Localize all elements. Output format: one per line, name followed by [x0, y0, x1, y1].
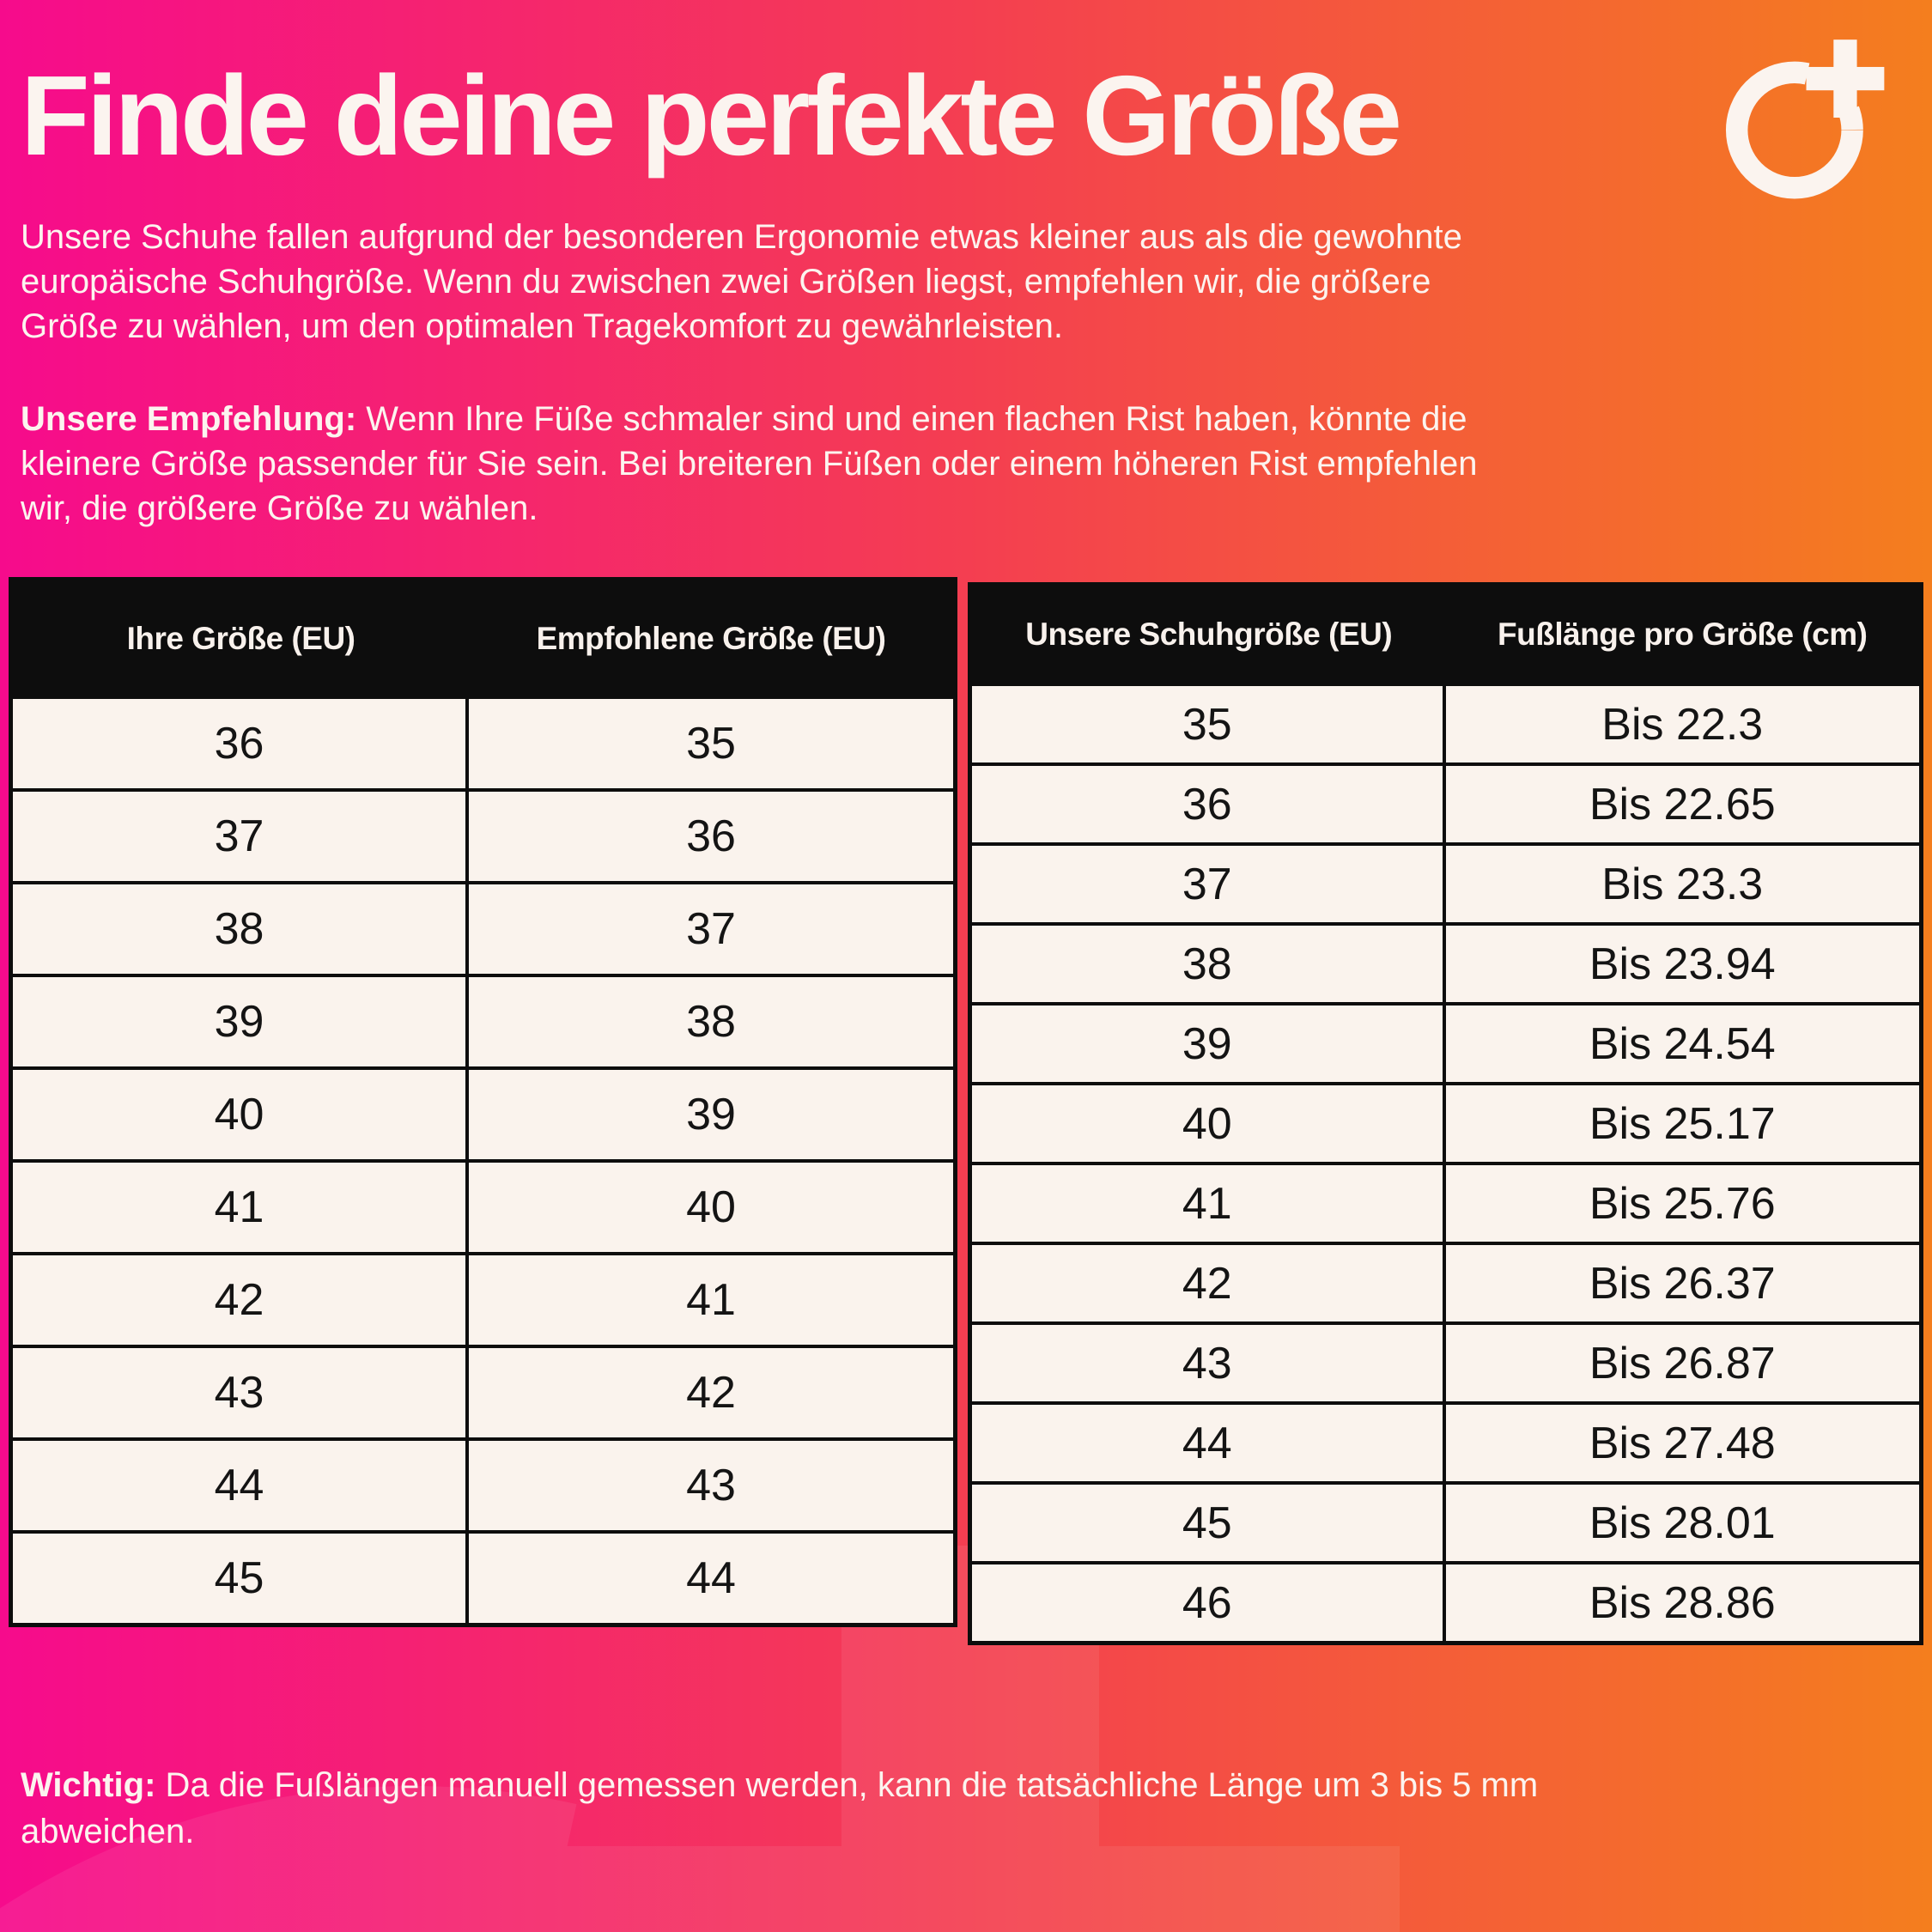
intro-paragraph: Unsere Schuhe fallen aufgrund der besond…: [21, 215, 1462, 349]
o-plus-logo-icon: [1725, 39, 1885, 199]
table-row: 45 Bis 28.01: [972, 1481, 1919, 1561]
table-cell: 42: [13, 1255, 470, 1345]
table-cell: 41: [972, 1165, 1446, 1242]
table-cell: Bis 25.76: [1589, 1178, 1776, 1229]
table-row: 39 38: [13, 974, 953, 1066]
table-cell: 43: [972, 1325, 1446, 1401]
table-cell: 36: [686, 811, 736, 861]
table-cell: Bis 26.37: [1589, 1258, 1776, 1309]
table-row: 46 Bis 28.86: [972, 1561, 1919, 1641]
table-cell: 42: [686, 1368, 736, 1418]
table-cell: 38: [972, 926, 1446, 1002]
table-row: 44 Bis 27.48: [972, 1401, 1919, 1481]
table-cell: Bis 23.3: [1601, 859, 1764, 909]
table-row: 36 Bis 22.65: [972, 762, 1919, 842]
table-cell: 45: [13, 1534, 470, 1623]
table-row: 43 42: [13, 1345, 953, 1437]
recommendation-paragraph: Unsere Empfehlung: Wenn Ihre Füße schmal…: [21, 397, 1477, 531]
recommendation-line: kleinere Größe passender für Sie sein. B…: [21, 445, 1478, 483]
table-cell: 44: [686, 1553, 736, 1603]
table-row: 40 39: [13, 1066, 953, 1159]
recommendation-label: Unsere Empfehlung:: [21, 400, 357, 438]
table-cell: 37: [13, 792, 470, 881]
table-cell: Bis 22.3: [1601, 699, 1764, 750]
table-row: 35 Bis 22.3: [972, 683, 1919, 762]
recommendation-line: wir, die größere Größe zu wählen.: [21, 489, 538, 527]
intro-line: europäische Schuhgröße. Wenn du zwischen…: [21, 263, 1431, 301]
table-cell: Bis 24.54: [1589, 1018, 1776, 1069]
column-header: Fußlänge pro Größe (cm): [1498, 617, 1868, 652]
recommendation-line: Unsere Empfehlung: Wenn Ihre Füße schmal…: [21, 397, 1477, 441]
table-row: 45 44: [13, 1530, 953, 1623]
table-header-row: Unsere Schuhgröße (EU) Fußlänge pro Größ…: [972, 586, 1919, 683]
table-cell: 38: [13, 884, 470, 974]
table-cell: 35: [686, 719, 736, 769]
size-tables: Ihre Größe (EU) Empfohlene Größe (EU) 36…: [9, 577, 1923, 1645]
table-cell: 45: [972, 1485, 1446, 1561]
table-cell: Bis 25.17: [1589, 1098, 1776, 1149]
column-header: Ihre Größe (EU): [126, 620, 355, 656]
table-row: 41 40: [13, 1159, 953, 1252]
table-cell: 39: [13, 977, 470, 1066]
table-cell: Bis 23.94: [1589, 939, 1776, 989]
table-cell: 44: [13, 1441, 470, 1530]
table-cell: 41: [686, 1275, 736, 1325]
note-line: abweichen.: [21, 1813, 195, 1850]
table-cell: 35: [972, 686, 1446, 762]
intro-line: Unsere Schuhe fallen aufgrund der besond…: [21, 218, 1462, 256]
table-cell: Bis 26.87: [1589, 1338, 1776, 1388]
table-cell: 40: [972, 1085, 1446, 1162]
table-cell: 40: [13, 1070, 470, 1159]
table-row: 43 Bis 26.87: [972, 1321, 1919, 1401]
table-cell: Bis 27.48: [1589, 1418, 1776, 1468]
note-line: Wichtig: Da die Fußlängen manuell gemess…: [21, 1762, 1538, 1808]
column-header: Unsere Schuhgröße (EU): [1025, 617, 1393, 652]
table-cell: 36: [972, 766, 1446, 842]
note-text: Da die Fußlängen manuell gemessen werden…: [155, 1766, 1539, 1804]
foot-length-table: Unsere Schuhgröße (EU) Fußlänge pro Größ…: [968, 582, 1923, 1645]
table-cell: 39: [972, 1005, 1446, 1082]
note-label: Wichtig:: [21, 1766, 156, 1804]
intro-line: Größe zu wählen, um den optimalen Tragek…: [21, 307, 1063, 345]
table-cell: Bis 28.01: [1589, 1498, 1776, 1548]
table-cell: 36: [13, 699, 470, 788]
table-row: 40 Bis 25.17: [972, 1082, 1919, 1162]
table-cell: Bis 22.65: [1589, 779, 1776, 829]
table-row: 37 Bis 23.3: [972, 842, 1919, 922]
page-title: Finde deine perfekte Größe: [21, 52, 1402, 179]
table-cell: Bis 28.86: [1589, 1577, 1776, 1628]
table-cell: 40: [686, 1182, 736, 1232]
table-row: 37 36: [13, 788, 953, 881]
table-cell: 41: [13, 1163, 470, 1252]
important-note: Wichtig: Da die Fußlängen manuell gemess…: [21, 1762, 1538, 1855]
table-row: 42 Bis 26.37: [972, 1242, 1919, 1321]
table-row: 38 37: [13, 881, 953, 974]
column-header: Empfohlene Größe (EU): [536, 620, 886, 656]
recommendation-text: Wenn Ihre Füße schmaler sind und einen f…: [356, 400, 1467, 438]
table-row: 36 35: [13, 696, 953, 788]
table-cell: 37: [686, 904, 736, 954]
table-cell: 39: [686, 1090, 736, 1139]
table-header-row: Ihre Größe (EU) Empfohlene Größe (EU): [13, 581, 953, 696]
table-row: 44 43: [13, 1437, 953, 1530]
table-cell: 37: [972, 846, 1446, 922]
table-cell: 43: [13, 1348, 470, 1437]
table-cell: 38: [686, 997, 736, 1047]
table-row: 38 Bis 23.94: [972, 922, 1919, 1002]
table-cell: 43: [686, 1461, 736, 1510]
table-cell: 46: [972, 1564, 1446, 1641]
size-conversion-table: Ihre Größe (EU) Empfohlene Größe (EU) 36…: [9, 577, 957, 1627]
table-cell: 42: [972, 1245, 1446, 1321]
table-row: 39 Bis 24.54: [972, 1002, 1919, 1082]
table-row: 41 Bis 25.76: [972, 1162, 1919, 1242]
table-row: 42 41: [13, 1252, 953, 1345]
table-cell: 44: [972, 1405, 1446, 1481]
